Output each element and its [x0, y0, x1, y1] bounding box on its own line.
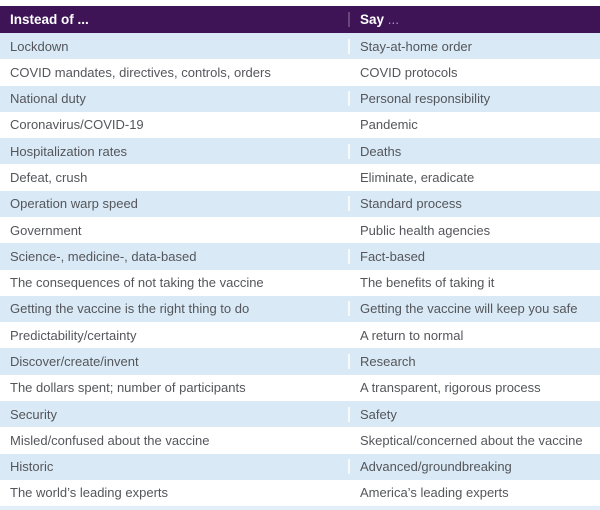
instead-cell: The consequences of not taking the vacci…	[0, 275, 350, 291]
say-cell: Personal responsibility	[360, 91, 491, 107]
table-row: National duty Personal responsibility	[0, 85, 600, 112]
table-row: COVID mandates, directives, controls, or…	[0, 59, 600, 86]
say-cell: Deaths	[360, 143, 402, 159]
say-cell: Advanced/groundbreaking	[360, 459, 512, 475]
instead-cell: Predictability/certainty	[0, 327, 350, 343]
say-header-ellipsis: ...	[387, 12, 400, 27]
say-cell: Public health agencies	[360, 222, 491, 238]
instead-cell: Hospitalization rates	[0, 143, 350, 159]
table-row: The consequences of not taking the vacci…	[0, 269, 600, 296]
instead-cell: COVID mandates, directives, controls, or…	[0, 64, 350, 80]
instead-say-table: Instead of ... Say ... Lockdown Stay-at-h…	[0, 6, 600, 510]
instead-cell: The dollars spent; number of participant…	[0, 380, 350, 396]
say-cell: A transparent, rigorous process	[360, 380, 541, 396]
say-cell: COVID protocols	[360, 64, 458, 80]
say-cell: Stay-at-home order	[360, 38, 472, 54]
say-cell: Fact-based	[360, 248, 426, 264]
bottom-row-strip	[0, 506, 600, 510]
table-row: Misled/confused about the vaccine Skeptic…	[0, 427, 600, 454]
instead-cell: Defeat, crush	[0, 170, 350, 186]
say-cell: Safety	[360, 406, 397, 422]
say-cell: A return to normal	[360, 327, 464, 343]
table-row: Science-, medicine-, data-based Fact-base…	[0, 243, 600, 270]
table-row: Defeat, crush Eliminate, eradicate	[0, 164, 600, 191]
say-cell: Skeptical/concerned about the vaccine	[360, 432, 583, 448]
table-row: Government Public health agencies	[0, 216, 600, 244]
table-row: Security Safety	[0, 400, 600, 428]
table-row: The world’s leading experts America’s lea…	[0, 479, 600, 507]
table-row: Operation warp speed Standard process	[0, 190, 600, 217]
say-cell: Getting the vaccine will keep you safe	[360, 301, 578, 317]
say-cell: Pandemic	[360, 117, 418, 133]
instead-cell: Discover/create/invent	[0, 354, 350, 370]
instead-cell: The world’s leading experts	[0, 485, 350, 501]
instead-cell: Historic	[0, 459, 350, 475]
say-cell: Research	[360, 354, 416, 370]
say-cell: Eliminate, eradicate	[360, 170, 475, 186]
instead-cell: Lockdown	[0, 38, 350, 54]
say-header-label: Say	[360, 12, 385, 27]
instead-cell: Misled/confused about the vaccine	[0, 432, 350, 448]
instead-cell: Government	[0, 222, 350, 238]
table-row: Discover/create/invent Research	[0, 348, 600, 375]
table-header-row: Instead of ... Say ...	[0, 6, 600, 33]
table-row: Coronavirus/COVID-19 Pandemic	[0, 111, 600, 139]
instead-cell: Security	[0, 406, 350, 422]
instead-cell: Coronavirus/COVID-19	[0, 117, 350, 133]
table-row: Getting the vaccine is the right thing t…	[0, 295, 600, 323]
instead-cell: National duty	[0, 91, 350, 107]
table-row: The dollars spent; number of participant…	[0, 374, 600, 401]
table-body: Lockdown Stay-at-home order COVID mandates…	[0, 33, 600, 507]
instead-cell: Getting the vaccine is the right thing t…	[0, 301, 350, 317]
table-row: Historic Advanced/groundbreaking	[0, 453, 600, 480]
say-cell: Standard process	[360, 196, 462, 212]
table-row: Lockdown Stay-at-home order	[0, 33, 600, 60]
instead-cell: Science-, medicine-, data-based	[0, 248, 350, 264]
column-header-say: Say ...	[350, 12, 600, 27]
say-cell: America’s leading experts	[360, 485, 509, 501]
say-cell: The benefits of taking it	[360, 275, 495, 291]
instead-cell: Operation warp speed	[0, 196, 350, 212]
table-row: Predictability/certainty A return to norm…	[0, 322, 600, 349]
table-row: Hospitalization rates Deaths	[0, 138, 600, 165]
column-header-instead: Instead of ...	[0, 12, 350, 27]
